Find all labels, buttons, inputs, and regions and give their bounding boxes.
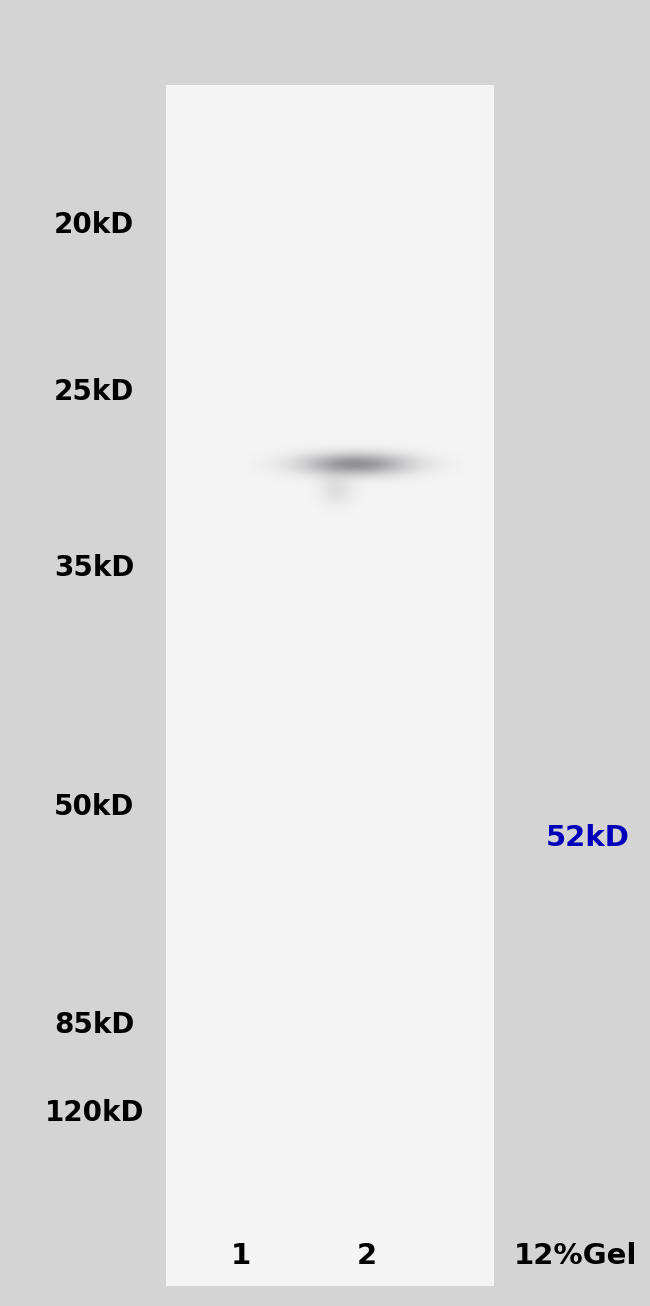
Bar [166,85,494,1286]
Text: 12%Gel: 12%Gel [514,1242,637,1271]
Text: 2: 2 [358,1242,377,1271]
Text: 52kD: 52kD [546,824,630,853]
Text: 1: 1 [230,1242,251,1271]
Text: 50kD: 50kD [54,793,135,821]
Text: 120kD: 120kD [44,1098,144,1127]
Text: 20kD: 20kD [54,210,135,239]
Text: 85kD: 85kD [54,1011,135,1040]
Text: 35kD: 35kD [54,554,135,582]
Text: 25kD: 25kD [54,377,135,406]
